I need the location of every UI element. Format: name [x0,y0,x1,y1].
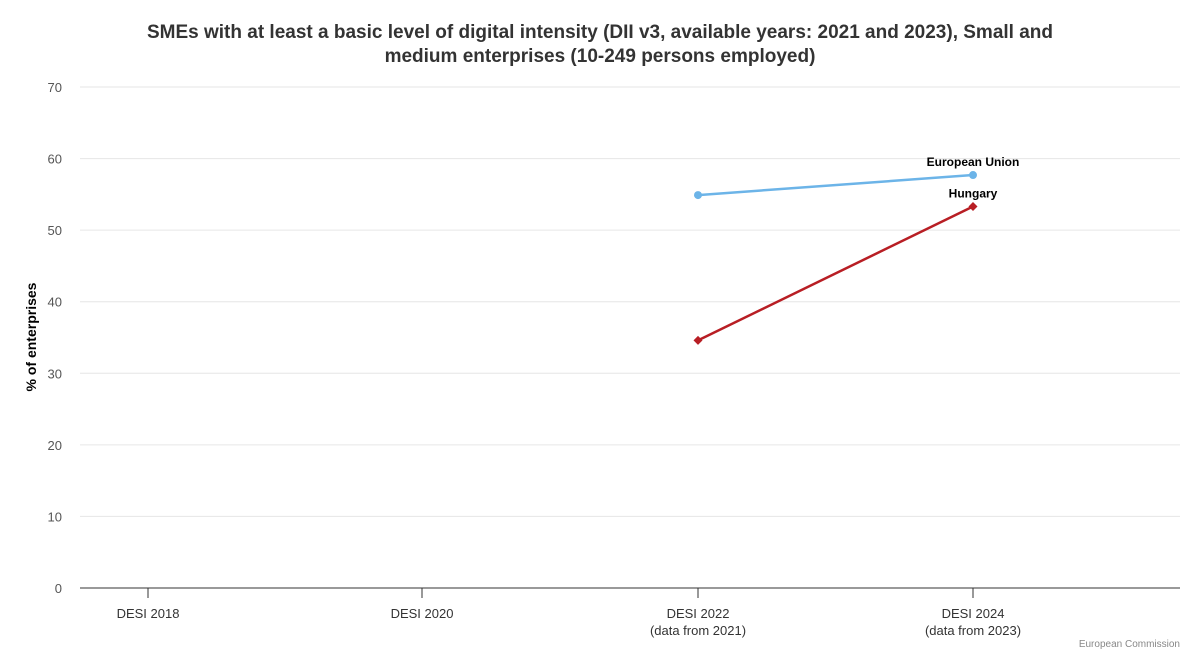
grid [80,86,1180,517]
series: European Union Hungary [693,155,1020,345]
y-tick-label: 20 [48,438,62,453]
y-tick-label: 30 [48,366,62,381]
data-point[interactable] [693,335,703,345]
y-tick-label: 50 [48,223,62,238]
x-tick-label: DESI 2022 [667,606,730,621]
series-label-hungary: Hungary [949,187,998,201]
data-point[interactable] [694,191,702,200]
chart-title-line-1: SMEs with at least a basic level of digi… [147,22,1053,43]
y-tick-label: 70 [48,80,62,95]
x-tick-sublabel: (data from 2021) [650,623,746,638]
x-tick-label: DESI 2020 [391,606,454,621]
series-european-union[interactable]: European Union [694,155,1020,200]
x-tick-sublabel: (data from 2023) [925,623,1021,638]
y-tick-label: 40 [48,295,62,310]
series-hungary[interactable]: Hungary [693,187,998,345]
x-tick-label: DESI 2024 [942,606,1005,621]
series-label-european-union: European Union [927,155,1020,169]
series-line-hungary[interactable] [697,205,974,342]
x-axis-ticks: DESI 2018 DESI 2020 DESI 2022 (data from 20… [117,588,1021,638]
x-tick-label: DESI 2018 [117,606,180,621]
chart-title-line-2: medium enterprises (10-249 persons emplo… [385,46,816,67]
y-axis-title: % of enterprises [23,282,39,391]
data-point[interactable] [968,202,978,212]
y-tick-label: 10 [48,509,62,524]
data-point[interactable] [969,171,977,180]
y-tick-label: 0 [55,581,62,596]
y-axis-ticks: 0 10 20 30 40 50 60 70 [48,80,62,596]
series-line-european-union[interactable] [697,173,974,197]
credit-text[interactable]: European Commission [1079,639,1180,649]
y-tick-label: 60 [48,152,62,167]
